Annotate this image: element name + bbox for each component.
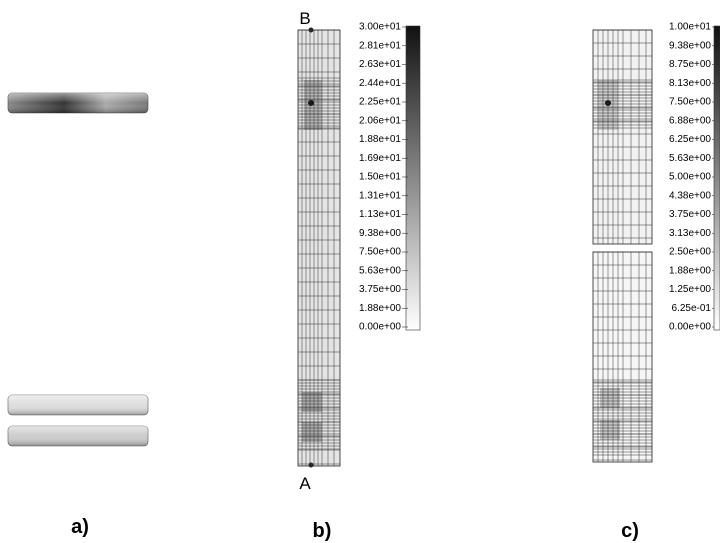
colorbar-tick-label: 9.38e+00 xyxy=(359,228,401,239)
colorbar-tick-label: 5.63e+00 xyxy=(359,265,401,276)
colorbar-tick-label: 3.00e+01 xyxy=(359,22,401,33)
panel-label: a) xyxy=(71,516,89,538)
colorbar-tick-label: 2.44e+01 xyxy=(359,78,401,89)
colorbar-tick-label: 4.38e+00 xyxy=(669,190,711,201)
colorbar-tick-label: 1.88e+00 xyxy=(359,303,401,314)
mesh-b xyxy=(297,27,341,468)
point-label: B xyxy=(299,9,310,28)
colorbar-tick-label: 5.63e+00 xyxy=(669,153,711,164)
colorbar-tick-label: 5.00e+00 xyxy=(669,172,711,183)
colorbar-tick-label: 2.50e+00 xyxy=(669,247,711,258)
colorbar-tick-label: 8.13e+00 xyxy=(669,78,711,89)
colorbar-tick-label: 3.75e+00 xyxy=(359,284,401,295)
panel-label: c) xyxy=(621,520,639,542)
colorbar-tick-label: 1.69e+01 xyxy=(359,153,401,164)
mesh-c xyxy=(592,29,653,463)
colorbar-tick-label: 1.50e+01 xyxy=(359,172,401,183)
colorbar-tick-label: 1.88e+00 xyxy=(669,265,711,276)
colorbar-tick-label: 2.25e+01 xyxy=(359,97,401,108)
colorbar-tick-label: 7.50e+00 xyxy=(359,247,401,258)
colorbar-tick-label: 1.25e+00 xyxy=(669,284,711,295)
colorbar-tick-label: 1.00e+01 xyxy=(669,22,711,33)
colorbar-tick-label: 2.81e+01 xyxy=(359,40,401,51)
colorbar-tick-label: 6.88e+00 xyxy=(669,115,711,126)
colorbar-tick-label: 9.38e+00 xyxy=(669,40,711,51)
colorbar-tick-label: 0.00e+00 xyxy=(669,322,711,333)
colorbar-tick-label: 2.06e+01 xyxy=(359,115,401,126)
point-label: A xyxy=(299,474,311,493)
colorbar-tick-label: 6.25e-01 xyxy=(672,303,712,314)
colorbar xyxy=(713,25,720,331)
panel-label: b) xyxy=(313,520,332,542)
colorbar xyxy=(405,25,421,331)
colorbar-tick-label: 6.25e+00 xyxy=(669,134,711,145)
colorbar-tick-label: 1.31e+01 xyxy=(359,190,401,201)
colorbar-tick-label: 3.75e+00 xyxy=(669,209,711,220)
colorbar-tick-label: 3.13e+00 xyxy=(669,228,711,239)
colorbar-tick-label: 2.63e+01 xyxy=(359,59,401,70)
rods xyxy=(7,92,149,447)
colorbar-tick-label: 1.13e+01 xyxy=(359,209,401,220)
colorbar-tick-label: 8.75e+00 xyxy=(669,59,711,70)
colorbar-tick-label: 0.00e+00 xyxy=(359,322,401,333)
colorbar-tick-label: 1.88e+01 xyxy=(359,134,401,145)
colorbar-tick-label: 7.50e+00 xyxy=(669,97,711,108)
